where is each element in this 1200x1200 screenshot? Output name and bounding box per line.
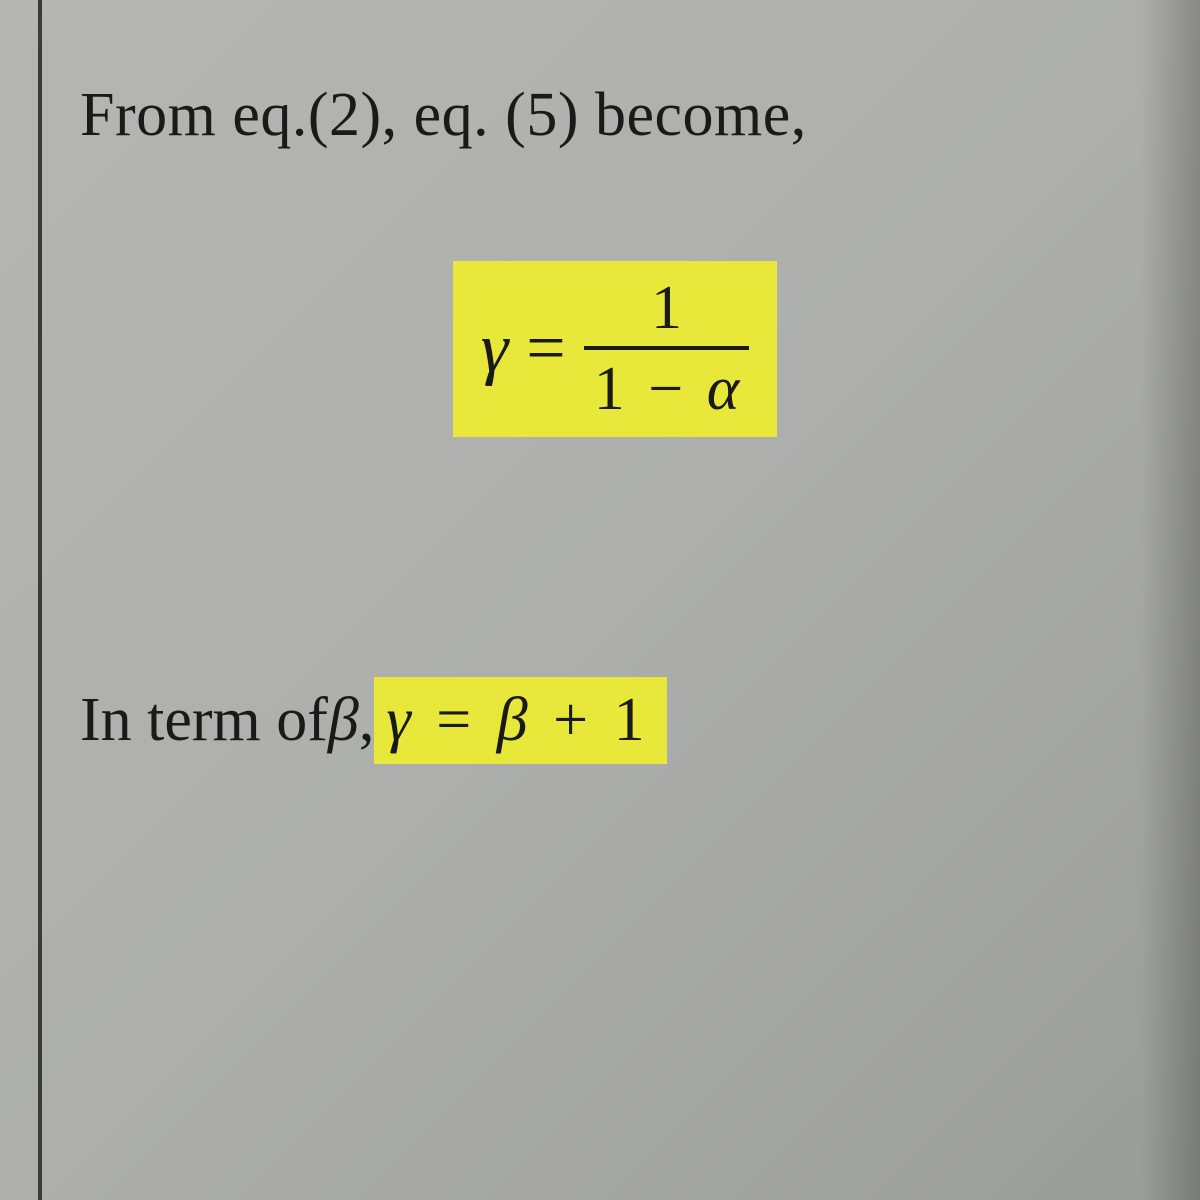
eq2-equals: = [436, 686, 471, 754]
highlight-box-2: γ = β + 1 [374, 677, 666, 764]
document-page: From eq.(2), eq. (5) become, γ = 1 1 − α… [0, 0, 1200, 1200]
highlight-box-1: γ = 1 1 − α [453, 261, 778, 437]
eq2-lhs: γ [386, 686, 410, 754]
line2-beta-symbol: β [328, 685, 359, 756]
eq1-den-left: 1 [594, 355, 625, 423]
eq1-lhs: γ [481, 309, 509, 389]
equation-1-block: γ = 1 1 − α [60, 261, 1170, 437]
eq2-rhs-left: β [497, 686, 528, 754]
eq2-plus: + [553, 686, 588, 754]
eq1-den-right: α [707, 355, 740, 423]
equation-1: γ = 1 1 − α [481, 273, 750, 425]
equation-2: γ = β + 1 [386, 685, 644, 756]
eq1-numerator: 1 [641, 273, 692, 346]
eq1-equals: = [526, 309, 565, 389]
line2-comma: , [359, 685, 375, 756]
page-right-shadow [1140, 0, 1200, 1200]
intro-text: From eq.(2), eq. (5) become, [80, 80, 1170, 151]
line2-prefix: In term of [80, 685, 328, 756]
eq2-rhs-right: 1 [614, 686, 645, 754]
left-margin-rule [38, 0, 42, 1200]
line-2: In term of β , γ = β + 1 [80, 677, 1170, 764]
eq1-denominator: 1 − α [584, 350, 750, 425]
eq1-den-op: − [648, 355, 683, 423]
eq1-fraction: 1 1 − α [584, 273, 750, 425]
